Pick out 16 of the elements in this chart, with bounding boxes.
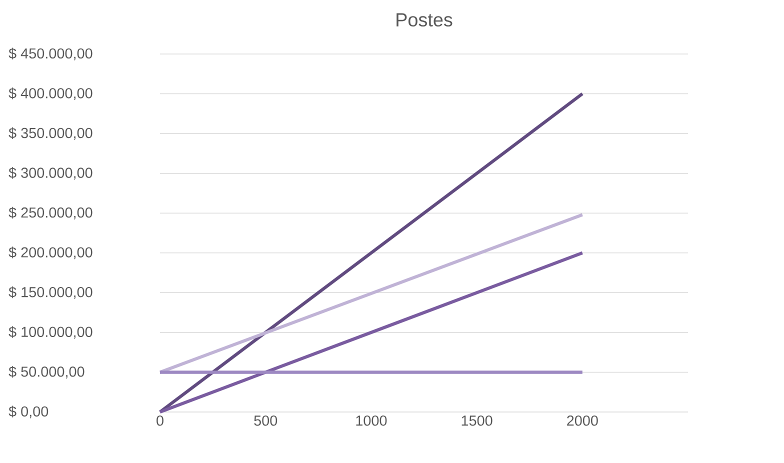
y-tick-label: $ 250.000,00 [8, 206, 92, 220]
x-tick-label: 2000 [567, 416, 598, 426]
y-tick-label: $ 450.000,00 [8, 48, 92, 60]
y-tick-label: $ 200.000,00 [8, 246, 92, 260]
x-tick-label: 1500 [462, 416, 492, 426]
y-tick-label: $ 300.000,00 [8, 167, 92, 180]
x-tick-label: 500 [254, 416, 278, 426]
x-tick-label: 0 [156, 416, 164, 426]
y-tick-label: $ 400.000,00 [8, 87, 92, 100]
y-tick-label: $ 350.000,00 [8, 127, 92, 140]
chart-title: Postes [396, 13, 452, 26]
y-tick-label: $ 0,00 [8, 406, 48, 418]
y-tick-label: $ 100.000,00 [8, 326, 92, 339]
y-tick-label: $ 50.000,00 [8, 366, 84, 378]
y-tick-label: $ 150.000,00 [8, 286, 92, 299]
x-tick-label: 1000 [356, 416, 387, 426]
